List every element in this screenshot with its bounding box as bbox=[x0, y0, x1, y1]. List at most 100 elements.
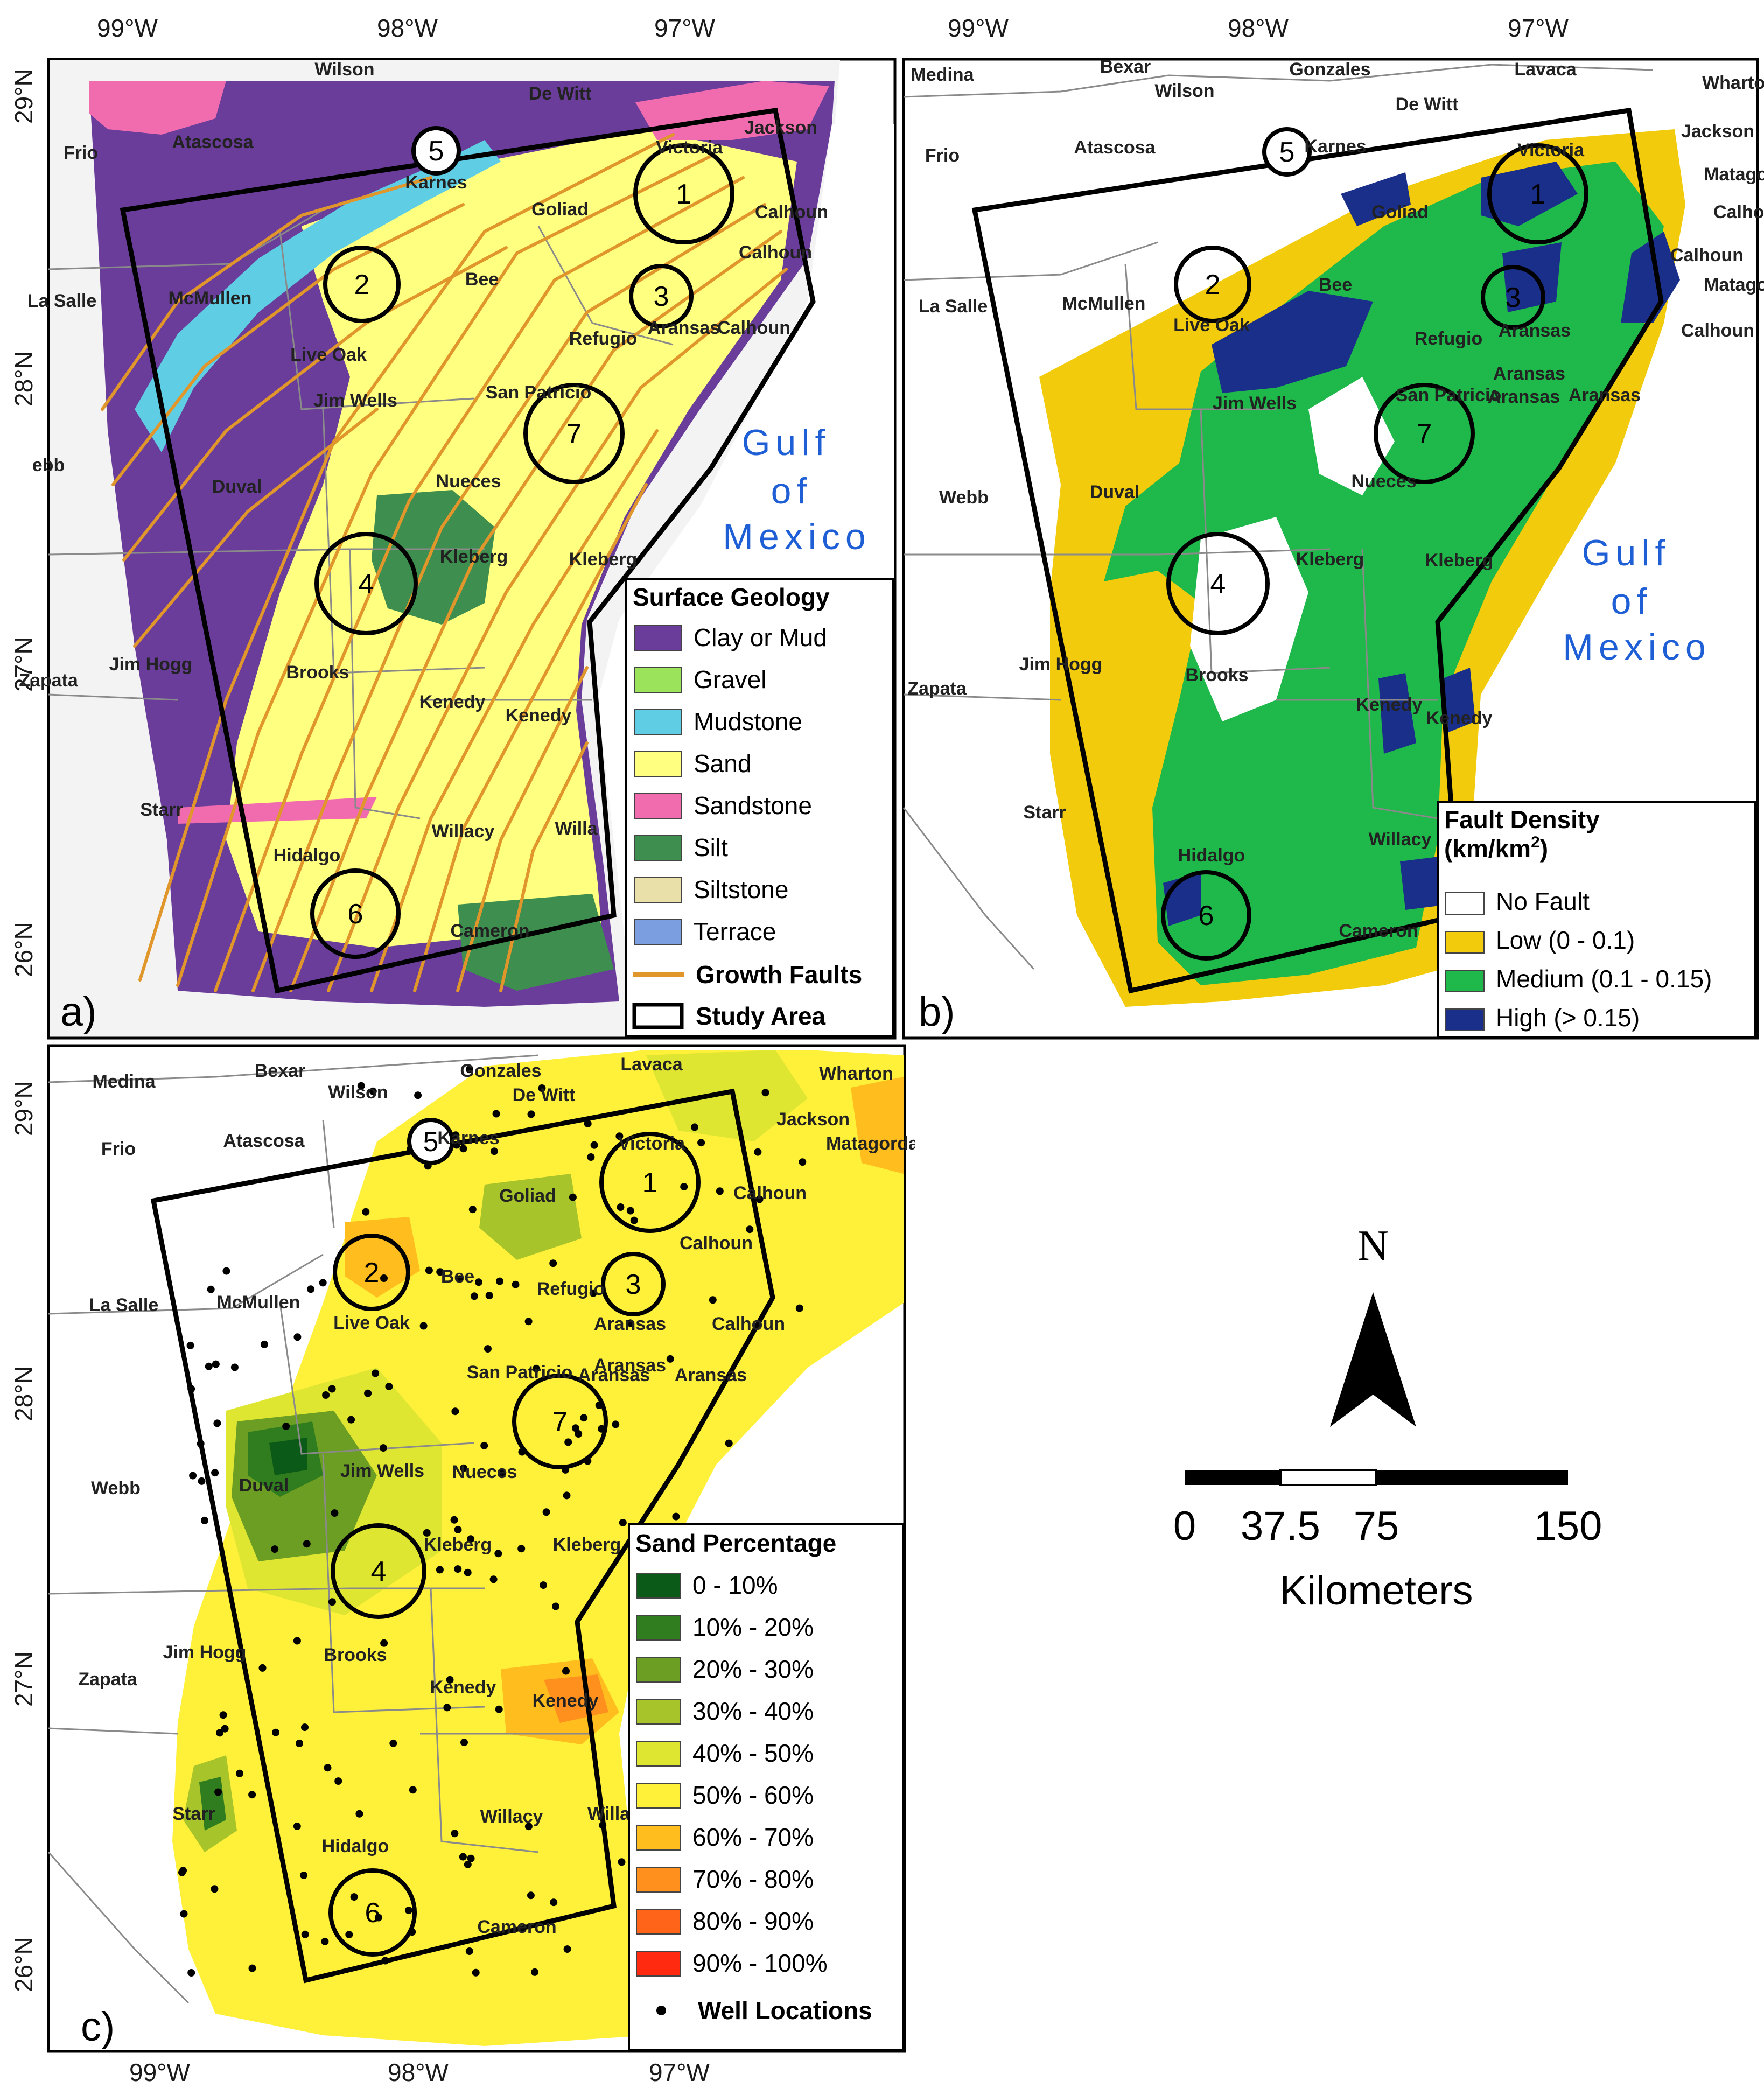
county-label: Kleberg bbox=[440, 546, 508, 567]
fault-density-high bbox=[1481, 162, 1578, 226]
study-sites: 1 2 3 4 5 6 7 bbox=[1161, 127, 1588, 961]
well-location bbox=[468, 1206, 477, 1214]
well-location bbox=[189, 1472, 197, 1480]
county-label: Refugio bbox=[569, 328, 638, 349]
svg-text:3: 3 bbox=[654, 281, 669, 312]
well-location bbox=[380, 1639, 388, 1647]
geology-silt bbox=[458, 894, 614, 991]
county-label: Cameron bbox=[450, 921, 529, 941]
svg-text:Well Locations: Well Locations bbox=[698, 1996, 872, 2024]
well-location bbox=[301, 1930, 309, 1938]
svg-text:6: 6 bbox=[365, 1897, 381, 1929]
well-location bbox=[271, 1545, 279, 1553]
map-panel-c: 29°N 28°N 27°N 26°N 99°W 98°W 97°W 1 bbox=[10, 1044, 915, 2086]
legend-swatch bbox=[634, 751, 682, 777]
study-site-4: 4 bbox=[1166, 532, 1270, 635]
panel-letter: b) bbox=[919, 989, 955, 1035]
study-site-2: 2 bbox=[323, 246, 401, 323]
svg-text:5: 5 bbox=[423, 1126, 439, 1158]
county-label: Karnes bbox=[405, 172, 467, 193]
county-label: Willacy bbox=[1369, 829, 1432, 850]
county-label: La Salle bbox=[89, 1295, 159, 1315]
county-label: Wilson bbox=[328, 1082, 388, 1103]
growth-fault-line bbox=[133, 408, 379, 648]
study-sites: 1 2 3 4 5 6 7 bbox=[328, 1118, 701, 1957]
longitude-label: 99°W bbox=[948, 14, 1009, 42]
county-label: Calhoun bbox=[1681, 320, 1754, 341]
svg-text:3: 3 bbox=[1506, 282, 1521, 313]
well-location bbox=[569, 1193, 577, 1201]
well-location bbox=[409, 1786, 417, 1794]
county-label: Bexar bbox=[255, 1061, 306, 1081]
well-location bbox=[615, 1132, 624, 1140]
latitude-label: 29°N bbox=[10, 68, 38, 124]
fault-density-high bbox=[1621, 232, 1680, 323]
geology-sandstone bbox=[178, 797, 377, 824]
well-location bbox=[617, 1203, 625, 1211]
well-location bbox=[626, 1207, 634, 1215]
well-location bbox=[563, 1945, 571, 1953]
well-location bbox=[755, 1195, 764, 1203]
county-label: Victoria bbox=[656, 137, 723, 158]
county-label: Aransas bbox=[648, 318, 720, 338]
well-location bbox=[465, 1947, 473, 1955]
county-label: Goliad bbox=[499, 1186, 556, 1206]
well-location bbox=[374, 1914, 382, 1922]
longitude-labels: 99°W 98°W 97°W bbox=[129, 2058, 710, 2086]
well-location bbox=[178, 1868, 186, 1876]
well-location bbox=[334, 1777, 342, 1785]
well-location bbox=[465, 1066, 473, 1074]
well-location bbox=[532, 1364, 540, 1372]
well-location bbox=[303, 1540, 311, 1548]
county-labels: Medina Bexar Gonzales Lavaca Wharton Wilson De… bbox=[907, 57, 1764, 941]
well-location bbox=[436, 1268, 444, 1276]
study-site-5: 5 bbox=[407, 1118, 454, 1165]
svg-text:2: 2 bbox=[364, 1257, 380, 1288]
county-label: Aransas bbox=[1488, 387, 1560, 407]
fault-density-high bbox=[1502, 242, 1562, 312]
well-location bbox=[355, 1810, 363, 1818]
map-panel-a: 99°W 98°W 97°W 29°N 28°N 27°N 26°N 1 bbox=[10, 14, 897, 1040]
well-location bbox=[205, 1362, 213, 1370]
well-location bbox=[496, 1277, 503, 1285]
growth-fault-line bbox=[413, 483, 648, 992]
county-label: Kenedy bbox=[1356, 695, 1423, 715]
legend-swatch bbox=[636, 1699, 681, 1725]
county-boundaries bbox=[47, 1054, 592, 2004]
legend-swatch bbox=[1445, 931, 1485, 954]
well-location bbox=[563, 1491, 571, 1500]
well-location bbox=[524, 1318, 533, 1326]
well-location bbox=[230, 1363, 239, 1371]
well-location bbox=[531, 1968, 539, 1976]
sand-surface-40-50 bbox=[646, 1050, 808, 1141]
well-location bbox=[213, 1419, 221, 1427]
county-label: Kenedy bbox=[533, 1691, 599, 1711]
county-label: McMullen bbox=[169, 288, 252, 309]
county-label: San Patricio bbox=[467, 1362, 573, 1383]
well-location bbox=[180, 1910, 188, 1918]
well-location bbox=[201, 1516, 208, 1524]
well-location bbox=[404, 1907, 412, 1915]
county-label: Calhoun bbox=[733, 1183, 807, 1203]
well-location bbox=[475, 1278, 482, 1286]
latitude-label: 28°N bbox=[10, 1366, 38, 1421]
well-location bbox=[222, 1267, 230, 1275]
county-label: ebb bbox=[32, 455, 65, 475]
county-label: Aransas bbox=[1569, 385, 1641, 405]
county-label: Atascosa bbox=[223, 1131, 305, 1151]
well-location bbox=[709, 1296, 717, 1304]
well-location bbox=[485, 1292, 493, 1300]
study-site-4: 4 bbox=[331, 1523, 426, 1619]
county-label: Live Oak bbox=[333, 1313, 410, 1333]
legend-surface-geology: Surface Geology Clay or Mud Gravel Mudston… bbox=[625, 578, 894, 1038]
svg-text:Sand Percentage: Sand Percentage bbox=[635, 1529, 836, 1557]
study-site-3: 3 bbox=[629, 264, 694, 328]
north-arrow-icon bbox=[1330, 1292, 1416, 1427]
svg-text:3: 3 bbox=[626, 1269, 641, 1300]
well-location bbox=[590, 1141, 598, 1149]
well-location bbox=[296, 1739, 303, 1747]
well-location bbox=[489, 1575, 498, 1583]
county-label: Aransas bbox=[594, 1314, 666, 1334]
county-label: Goliad bbox=[531, 199, 589, 220]
study-area-boundary bbox=[120, 107, 816, 994]
